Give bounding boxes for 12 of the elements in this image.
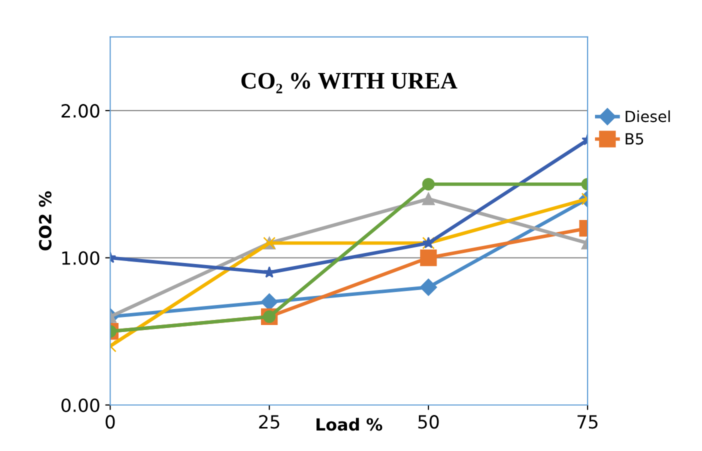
legend-label: Diesel xyxy=(626,110,670,122)
x-tick-label: 0 xyxy=(106,415,115,429)
y-tick-label: 0.00 xyxy=(61,398,100,412)
y-tick-label: 2.00 xyxy=(62,104,100,118)
y-axis-title: CO2 % xyxy=(38,191,52,250)
text: CO₂ % WITH UREA xyxy=(241,72,458,94)
legend-label: B5 xyxy=(626,133,644,145)
x-tick-label: 50 xyxy=(418,415,439,429)
y-tick-label: 1.00 xyxy=(62,251,100,265)
x-tick-label: 75 xyxy=(578,415,598,429)
x-axis-title: Load % xyxy=(316,418,382,431)
x-tick-label: 25 xyxy=(259,415,280,429)
